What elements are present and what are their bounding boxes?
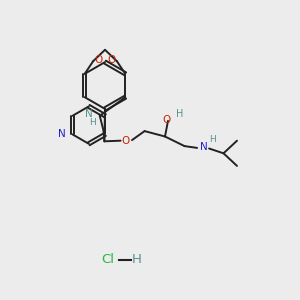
Text: O: O [107, 55, 116, 65]
Text: O: O [162, 115, 171, 125]
Text: H: H [176, 109, 184, 119]
Text: H: H [89, 118, 96, 127]
Text: O: O [122, 136, 130, 146]
Text: O: O [94, 55, 103, 65]
Text: N: N [58, 130, 66, 140]
Text: H: H [209, 135, 215, 144]
Text: H: H [132, 253, 141, 266]
Text: N: N [85, 109, 92, 119]
Text: Cl: Cl [101, 253, 115, 266]
Text: N: N [200, 142, 208, 152]
